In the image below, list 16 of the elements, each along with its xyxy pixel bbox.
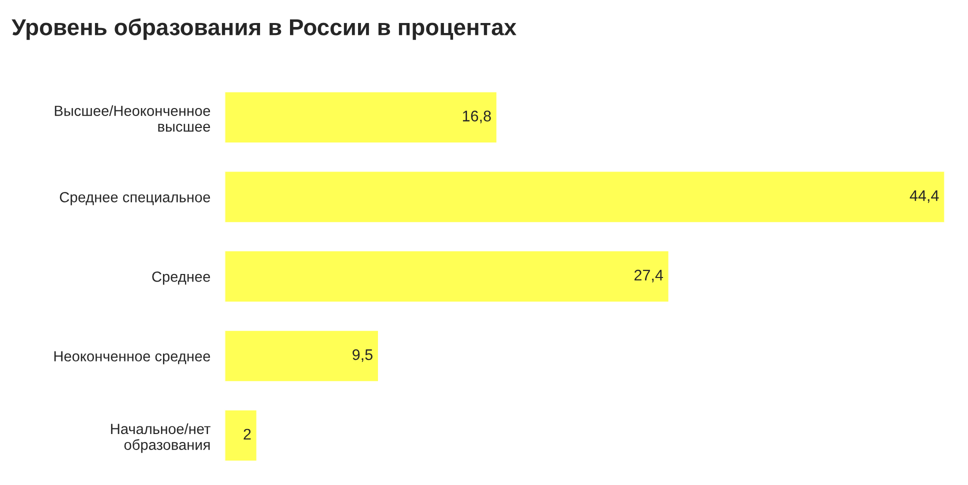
bar: [224, 329, 380, 383]
y-tick-label: Неоконченное среднее: [54, 351, 210, 364]
data-label: 2: [244, 428, 251, 440]
data-label: 9,5: [352, 349, 372, 362]
bar: [224, 90, 498, 144]
bar: [224, 170, 945, 224]
data-label: 44,4: [910, 190, 939, 203]
data-label: 16,8: [462, 110, 491, 124]
y-tick-label: Высшее/Неоконченное высшее: [54, 105, 210, 132]
bar: [224, 250, 670, 303]
y-tick-label: Среднее: [152, 272, 210, 285]
chart-title: Уровень образования в России в процентах: [12, 18, 516, 40]
y-tick-label: Среднее специальное: [60, 192, 210, 206]
data-label: 27,4: [634, 270, 664, 282]
y-tick-label: Начальное/нет образования: [111, 423, 210, 453]
bar: [224, 408, 258, 462]
